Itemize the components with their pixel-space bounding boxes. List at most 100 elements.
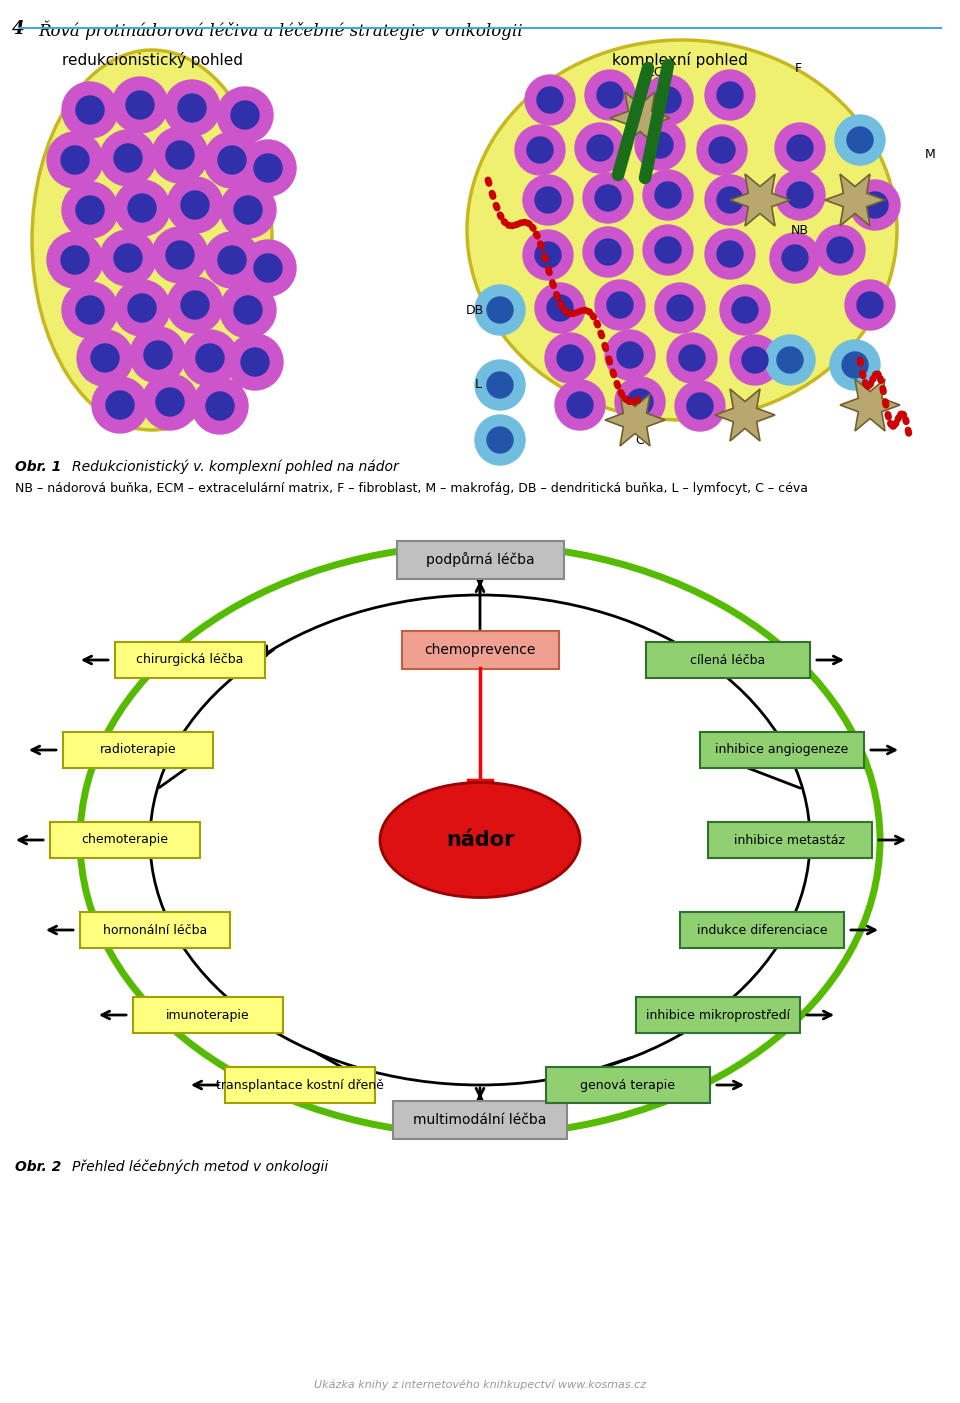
Polygon shape — [825, 174, 885, 226]
Polygon shape — [610, 93, 670, 145]
Text: transplantace kostní dřeně: transplantace kostní dřeně — [216, 1079, 384, 1092]
Text: chemoterapie: chemoterapie — [82, 833, 169, 846]
Circle shape — [204, 132, 260, 188]
Circle shape — [475, 415, 525, 464]
Circle shape — [583, 173, 633, 223]
Circle shape — [667, 333, 717, 383]
Text: DB: DB — [466, 303, 484, 317]
Text: Obr. 2: Obr. 2 — [15, 1160, 61, 1174]
Circle shape — [647, 132, 673, 159]
Circle shape — [787, 182, 813, 208]
Circle shape — [775, 170, 825, 220]
Circle shape — [62, 182, 118, 239]
Text: Obr. 1: Obr. 1 — [15, 460, 61, 474]
Circle shape — [555, 380, 605, 429]
Circle shape — [241, 348, 269, 376]
Circle shape — [92, 377, 148, 434]
Circle shape — [128, 295, 156, 323]
Circle shape — [114, 281, 170, 335]
Circle shape — [777, 347, 803, 373]
Circle shape — [643, 170, 693, 220]
Circle shape — [709, 137, 735, 163]
Text: F: F — [795, 62, 802, 74]
Circle shape — [152, 227, 208, 283]
Circle shape — [487, 427, 513, 453]
Circle shape — [732, 297, 758, 323]
Circle shape — [675, 382, 725, 431]
Circle shape — [254, 154, 282, 182]
Circle shape — [192, 377, 248, 434]
Text: NB – nádorová buňka, ECM – extracelulární matrix, F – fibroblast, M – makrofág, : NB – nádorová buňka, ECM – extracelulárn… — [15, 483, 808, 495]
Text: genová terapie: genová terapie — [581, 1079, 676, 1092]
Circle shape — [76, 296, 104, 324]
Circle shape — [862, 192, 888, 217]
FancyBboxPatch shape — [708, 822, 872, 859]
FancyBboxPatch shape — [80, 912, 230, 948]
Circle shape — [181, 290, 209, 318]
Circle shape — [240, 240, 296, 296]
Circle shape — [607, 292, 633, 318]
Circle shape — [106, 391, 134, 419]
Circle shape — [679, 345, 705, 370]
Circle shape — [583, 227, 633, 276]
Circle shape — [537, 87, 563, 114]
Text: L: L — [474, 379, 482, 391]
Circle shape — [196, 344, 224, 372]
Circle shape — [787, 135, 813, 161]
Text: cílená léčba: cílená léčba — [690, 654, 766, 666]
Circle shape — [742, 347, 768, 373]
Polygon shape — [840, 379, 900, 431]
Circle shape — [857, 292, 883, 318]
Circle shape — [114, 180, 170, 236]
Text: hornonální léčba: hornonální léčba — [103, 923, 207, 936]
Polygon shape — [605, 394, 665, 446]
Circle shape — [178, 94, 206, 122]
Circle shape — [643, 74, 693, 125]
Circle shape — [847, 128, 873, 153]
Circle shape — [655, 87, 681, 114]
Circle shape — [254, 254, 282, 282]
Circle shape — [545, 333, 595, 383]
Circle shape — [515, 125, 565, 175]
Text: multimodální léčba: multimodální léčba — [414, 1113, 546, 1127]
FancyBboxPatch shape — [401, 631, 559, 669]
Circle shape — [557, 345, 583, 370]
Circle shape — [567, 391, 593, 418]
Text: inhibice angiogeneze: inhibice angiogeneze — [715, 744, 849, 756]
Circle shape — [595, 185, 621, 210]
FancyBboxPatch shape — [700, 732, 864, 767]
Ellipse shape — [380, 783, 580, 898]
Circle shape — [730, 335, 780, 384]
Circle shape — [220, 282, 276, 338]
Circle shape — [775, 123, 825, 173]
Circle shape — [152, 128, 208, 182]
Circle shape — [206, 391, 234, 419]
Text: C: C — [636, 434, 644, 446]
FancyBboxPatch shape — [636, 998, 800, 1033]
Circle shape — [182, 330, 238, 386]
Circle shape — [114, 244, 142, 272]
Text: imunoterapie: imunoterapie — [166, 1009, 250, 1021]
Circle shape — [62, 282, 118, 338]
Circle shape — [643, 224, 693, 275]
Circle shape — [218, 246, 246, 274]
Circle shape — [835, 115, 885, 166]
Ellipse shape — [32, 51, 272, 429]
Circle shape — [166, 140, 194, 168]
Circle shape — [705, 175, 755, 224]
Circle shape — [595, 281, 645, 330]
Circle shape — [605, 330, 655, 380]
Circle shape — [615, 377, 665, 427]
Circle shape — [697, 125, 747, 175]
Circle shape — [705, 229, 755, 279]
Circle shape — [655, 283, 705, 333]
Circle shape — [62, 81, 118, 137]
Text: ECM: ECM — [646, 66, 674, 79]
FancyBboxPatch shape — [225, 1068, 375, 1103]
FancyBboxPatch shape — [396, 542, 564, 579]
FancyBboxPatch shape — [63, 732, 213, 767]
Text: inhibice mikroprostředí: inhibice mikroprostředí — [646, 1009, 790, 1021]
Circle shape — [164, 80, 220, 136]
Circle shape — [487, 372, 513, 398]
Circle shape — [687, 393, 713, 419]
